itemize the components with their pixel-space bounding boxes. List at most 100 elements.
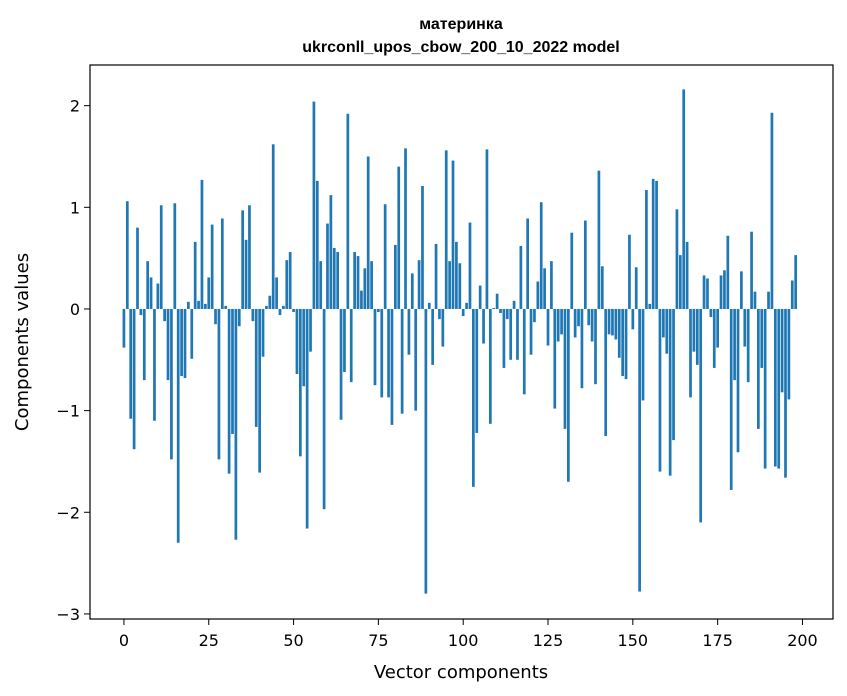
bar	[594, 308, 597, 385]
bar	[502, 308, 506, 368]
bar	[237, 308, 241, 327]
bar	[410, 273, 414, 309]
bar	[312, 101, 316, 309]
bar	[231, 308, 234, 434]
bar	[180, 308, 183, 377]
x-tick-label: 150	[618, 631, 649, 650]
bar	[261, 308, 265, 357]
bar	[488, 308, 492, 424]
bar	[156, 283, 160, 309]
bar	[421, 185, 424, 309]
bar	[767, 291, 770, 309]
chart-title: материнка	[419, 16, 503, 33]
bar	[465, 302, 468, 309]
bar	[329, 195, 333, 309]
bar	[611, 308, 614, 336]
bar	[207, 277, 211, 309]
bar	[444, 150, 448, 309]
y-tick-label: 1	[70, 198, 80, 217]
bar	[543, 268, 546, 309]
y-tick-label: −2	[56, 503, 80, 522]
bar	[251, 308, 255, 322]
x-tick-label: 50	[283, 631, 303, 650]
bar	[763, 308, 767, 469]
bar	[373, 308, 377, 386]
bar	[702, 275, 706, 309]
bar	[638, 308, 641, 592]
bar	[282, 305, 285, 309]
bar	[427, 302, 431, 309]
bar	[607, 308, 611, 335]
bar	[556, 308, 560, 342]
bar	[482, 308, 485, 344]
bar	[750, 231, 753, 309]
bar	[757, 308, 760, 429]
bar	[495, 293, 499, 309]
bar	[573, 308, 577, 338]
bar	[628, 234, 631, 309]
bar	[658, 308, 662, 472]
bar	[519, 245, 523, 309]
x-tick-label: 0	[119, 631, 129, 650]
bar	[733, 308, 736, 381]
bar	[577, 308, 580, 327]
bar	[553, 308, 557, 409]
bar	[424, 308, 428, 594]
bar	[621, 308, 625, 377]
bar	[546, 308, 550, 346]
bar	[404, 148, 407, 309]
bar	[448, 261, 451, 309]
bar	[265, 305, 268, 309]
bar	[567, 308, 570, 482]
bar	[271, 144, 275, 309]
bar	[434, 243, 438, 309]
bar	[149, 277, 153, 309]
bar	[166, 308, 170, 381]
bar	[285, 260, 289, 309]
bar	[583, 220, 587, 309]
x-axis-label: Vector components	[374, 662, 548, 683]
bar	[129, 308, 133, 419]
bar	[346, 113, 350, 309]
bar	[183, 308, 187, 379]
bar	[648, 303, 652, 309]
y-axis-ticks: −3 −2 −1 0 1 2	[56, 97, 90, 624]
bar	[343, 308, 346, 372]
bar	[377, 308, 380, 313]
bar	[787, 308, 791, 400]
bar	[604, 308, 608, 437]
bar	[132, 308, 136, 450]
bar	[214, 308, 217, 325]
bar	[706, 278, 709, 309]
bar	[614, 308, 618, 340]
bar-series	[122, 89, 798, 594]
bar	[431, 308, 435, 365]
bar	[570, 232, 574, 309]
x-tick-label: 25	[199, 631, 219, 650]
bar	[472, 308, 475, 487]
bar	[678, 255, 682, 309]
bar	[560, 308, 563, 335]
bar	[203, 303, 207, 309]
bar	[387, 308, 390, 398]
bar	[288, 252, 292, 309]
bar	[363, 268, 367, 309]
plot-frame	[89, 64, 834, 620]
bar	[587, 308, 591, 326]
bar	[173, 203, 177, 309]
bar	[336, 252, 340, 309]
bar	[309, 308, 312, 352]
bar	[187, 301, 190, 309]
bar	[315, 180, 319, 309]
bar	[400, 308, 404, 414]
bar	[254, 308, 258, 427]
bar	[417, 260, 421, 309]
chart-subtitle: ukrconll_upos_cbow_200_10_2022 model	[302, 39, 619, 56]
bar	[692, 308, 696, 352]
bar	[142, 308, 146, 381]
bar	[651, 178, 655, 309]
bar	[390, 308, 394, 425]
y-axis-label: Components values	[12, 253, 33, 431]
bar	[590, 308, 594, 342]
